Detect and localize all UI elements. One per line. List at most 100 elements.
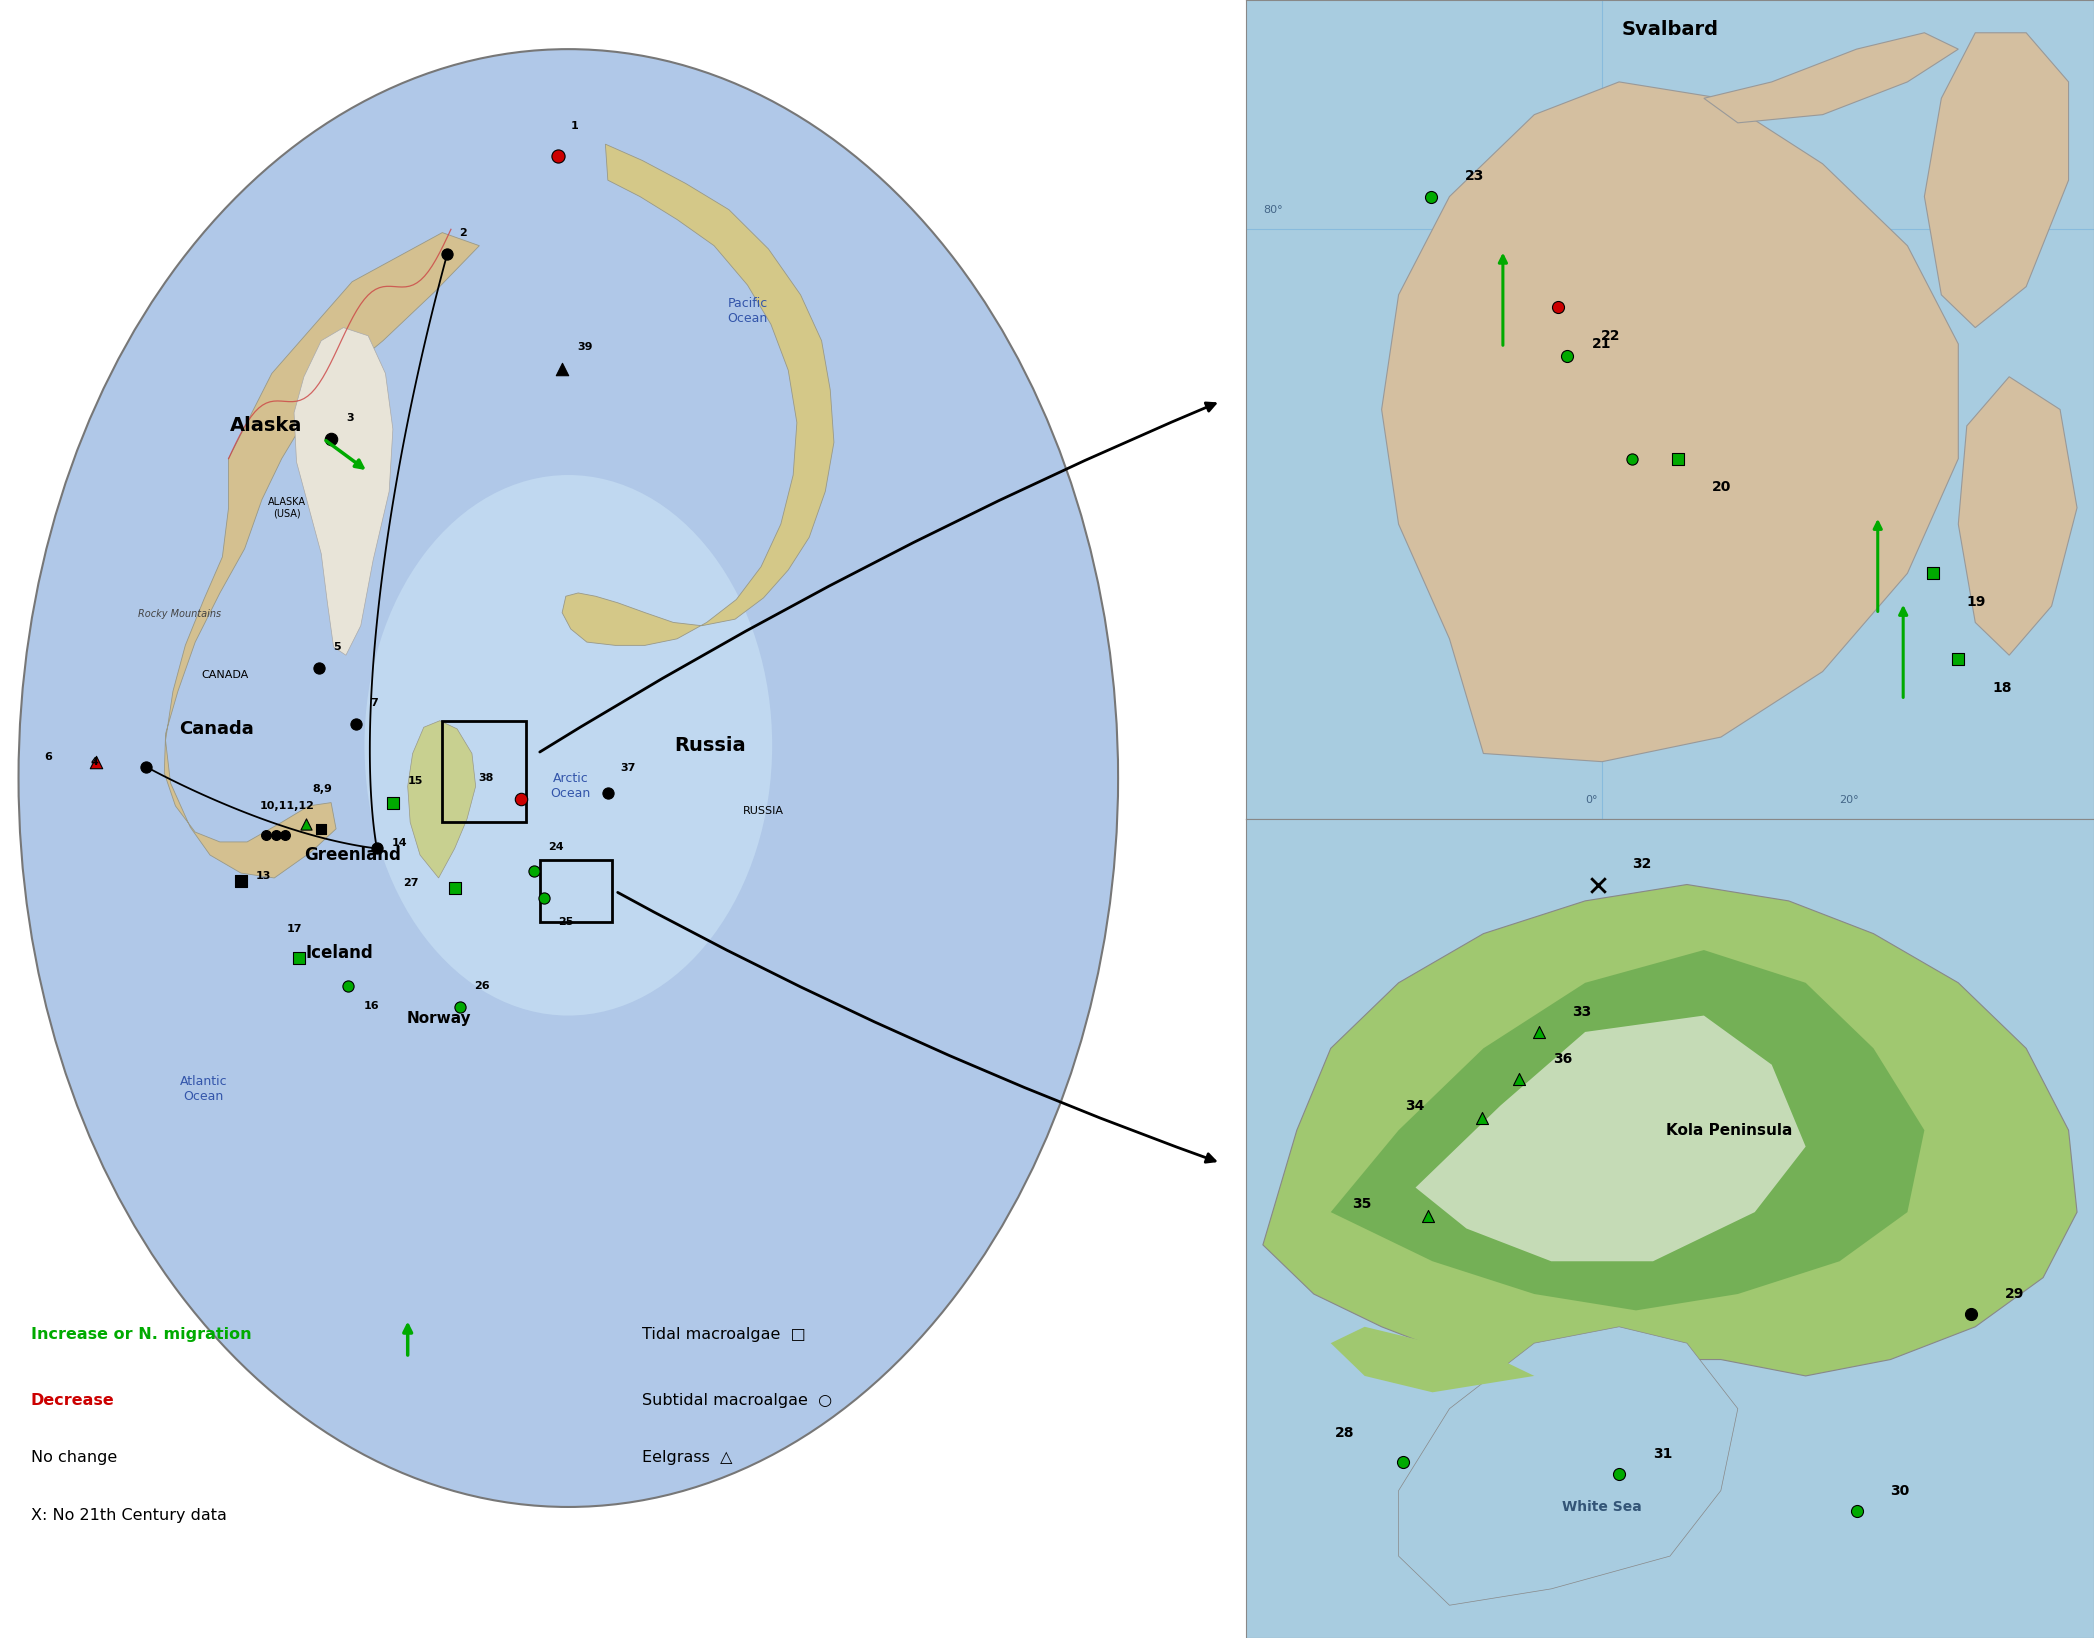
Point	[1550, 344, 1583, 370]
Text: Iceland: Iceland	[306, 945, 373, 962]
Polygon shape	[408, 721, 475, 878]
Point	[304, 816, 337, 842]
Point	[289, 811, 322, 837]
Text: 22: 22	[1600, 329, 1621, 342]
Text: 32: 32	[1631, 857, 1652, 871]
Polygon shape	[1958, 377, 2077, 655]
Text: Norway: Norway	[406, 1011, 471, 1027]
Polygon shape	[1399, 1327, 1738, 1605]
Text: 26: 26	[475, 981, 490, 991]
Text: CANADA: CANADA	[201, 670, 249, 680]
Text: Subtidal macroalgae  ○: Subtidal macroalgae ○	[643, 1392, 833, 1409]
Point	[130, 753, 163, 780]
Point	[1501, 1066, 1535, 1093]
Polygon shape	[1332, 1327, 1535, 1392]
Text: 24: 24	[549, 842, 563, 852]
Text: 29: 29	[2004, 1287, 2025, 1301]
Text: Canada: Canada	[178, 721, 253, 737]
Point	[260, 822, 293, 848]
Point	[80, 749, 113, 775]
Point	[517, 858, 551, 885]
Text: 18: 18	[1991, 681, 2012, 695]
Text: 38: 38	[477, 773, 494, 783]
Polygon shape	[1924, 33, 2069, 328]
Point	[1413, 183, 1447, 210]
Text: 3: 3	[346, 413, 354, 423]
Text: 28: 28	[1336, 1427, 1355, 1440]
Text: 2: 2	[459, 228, 467, 238]
Text: 19: 19	[1966, 595, 1987, 609]
Polygon shape	[1263, 885, 2077, 1376]
Polygon shape	[1332, 950, 1924, 1310]
Point	[1411, 1202, 1445, 1228]
Text: 8,9: 8,9	[312, 785, 333, 794]
Text: Eelgrass  △: Eelgrass △	[643, 1450, 733, 1466]
Text: 30: 30	[1891, 1484, 1910, 1497]
Text: Arctic
Ocean: Arctic Ocean	[551, 771, 591, 801]
Point	[1581, 871, 1614, 898]
Text: RUSSIA: RUSSIA	[743, 806, 783, 816]
Text: 13: 13	[255, 871, 270, 881]
Point	[1466, 1104, 1499, 1130]
Text: Alaska: Alaska	[230, 416, 302, 436]
Text: No change: No change	[31, 1450, 117, 1466]
Text: 34: 34	[1405, 1099, 1424, 1112]
Bar	[442, 721, 526, 822]
Point	[339, 711, 373, 737]
Text: 4: 4	[90, 757, 98, 767]
Text: Kola Peninsula: Kola Peninsula	[1667, 1122, 1792, 1138]
Point	[1941, 645, 1975, 672]
Point	[442, 994, 475, 1020]
Text: 17: 17	[287, 924, 302, 934]
Polygon shape	[1416, 1016, 1805, 1261]
Circle shape	[19, 49, 1118, 1507]
Text: Increase or N. migration: Increase or N. migration	[31, 1327, 251, 1343]
Point	[591, 780, 624, 806]
Text: 16: 16	[362, 1001, 379, 1011]
Point	[528, 885, 561, 911]
Text: Russia: Russia	[674, 735, 745, 755]
Text: 0°: 0°	[1585, 794, 1598, 804]
Bar	[540, 860, 611, 922]
Text: 31: 31	[1652, 1446, 1673, 1461]
Text: 15: 15	[408, 776, 423, 786]
Text: 23: 23	[1464, 169, 1485, 183]
Point	[1954, 1301, 1987, 1327]
Text: Rocky Mountains: Rocky Mountains	[138, 609, 220, 619]
Text: 36: 36	[1554, 1052, 1573, 1066]
Text: Decrease: Decrease	[31, 1392, 115, 1409]
Point	[1522, 1019, 1556, 1045]
Text: Atlantic
Ocean: Atlantic Ocean	[180, 1075, 228, 1104]
Text: Tidal macroalgae  □: Tidal macroalgae □	[643, 1327, 806, 1343]
Text: 1: 1	[572, 121, 578, 131]
Point	[283, 945, 316, 971]
Text: 6: 6	[44, 752, 52, 762]
Text: 20: 20	[1713, 480, 1732, 495]
Point	[544, 355, 578, 382]
Text: 37: 37	[620, 763, 637, 773]
Text: X: No 21th Century data: X: No 21th Century data	[31, 1507, 226, 1523]
Point	[1614, 446, 1648, 472]
Circle shape	[364, 475, 773, 1016]
Point	[360, 835, 394, 862]
Point	[377, 790, 410, 816]
Polygon shape	[1705, 33, 1958, 123]
Point	[1841, 1497, 1874, 1523]
Text: 7: 7	[371, 698, 379, 708]
Polygon shape	[293, 328, 394, 655]
Text: 10,11,12: 10,11,12	[260, 801, 314, 811]
Text: 25: 25	[559, 917, 574, 927]
Text: 14: 14	[392, 839, 406, 848]
Point	[505, 786, 538, 812]
Text: White Sea: White Sea	[1562, 1500, 1642, 1514]
Text: 80°: 80°	[1263, 205, 1282, 215]
Text: 5: 5	[333, 642, 341, 652]
Polygon shape	[1382, 82, 1958, 762]
Point	[314, 426, 348, 452]
Text: 20°: 20°	[1839, 794, 1859, 804]
Point	[331, 973, 364, 999]
Point	[268, 822, 302, 848]
Point	[542, 143, 576, 169]
Point	[302, 655, 335, 681]
Text: Greenland: Greenland	[304, 847, 400, 863]
